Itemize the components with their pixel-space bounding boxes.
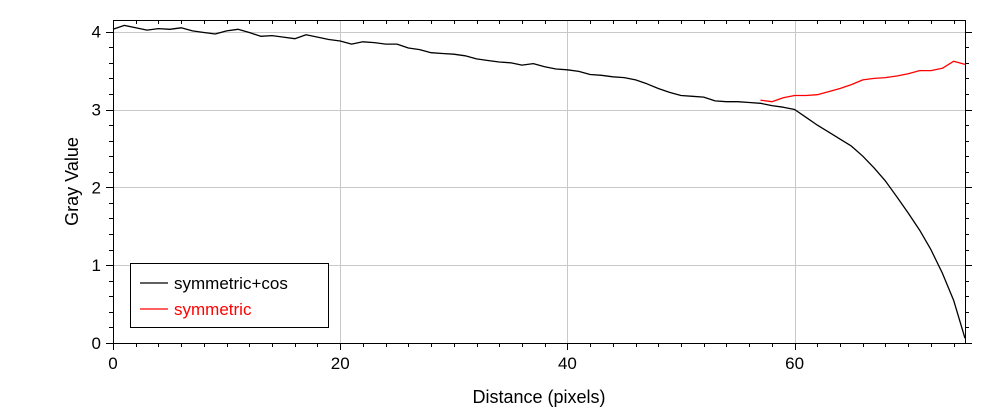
legend-label: symmetric+cos <box>174 274 288 293</box>
y-tick-label: 3 <box>92 101 101 120</box>
y-tick-label: 4 <box>92 23 101 42</box>
y-tick-label: 1 <box>92 256 101 275</box>
axis-tick-labels: 0 20 40 60 0 1 2 3 4 <box>92 23 805 373</box>
x-axis-label: Distance (pixels) <box>472 387 605 407</box>
series-layer <box>112 24 966 339</box>
legend: symmetric+cos symmetric <box>130 263 329 328</box>
axis-ticks <box>106 20 972 350</box>
y-tick-label: 0 <box>92 334 101 353</box>
series-line-symmetric-cos <box>112 24 966 339</box>
plot-area-frame <box>113 20 966 344</box>
legend-label: symmetric <box>174 300 252 319</box>
y-tick-label: 2 <box>92 178 101 197</box>
y-axis-label: Gray Value <box>62 137 82 226</box>
x-tick-label: 60 <box>785 354 804 373</box>
x-tick-label: 0 <box>108 354 117 373</box>
legend-box <box>130 263 329 328</box>
x-tick-label: 40 <box>558 354 577 373</box>
series-line-symmetric <box>760 60 966 103</box>
x-tick-label: 20 <box>331 354 350 373</box>
